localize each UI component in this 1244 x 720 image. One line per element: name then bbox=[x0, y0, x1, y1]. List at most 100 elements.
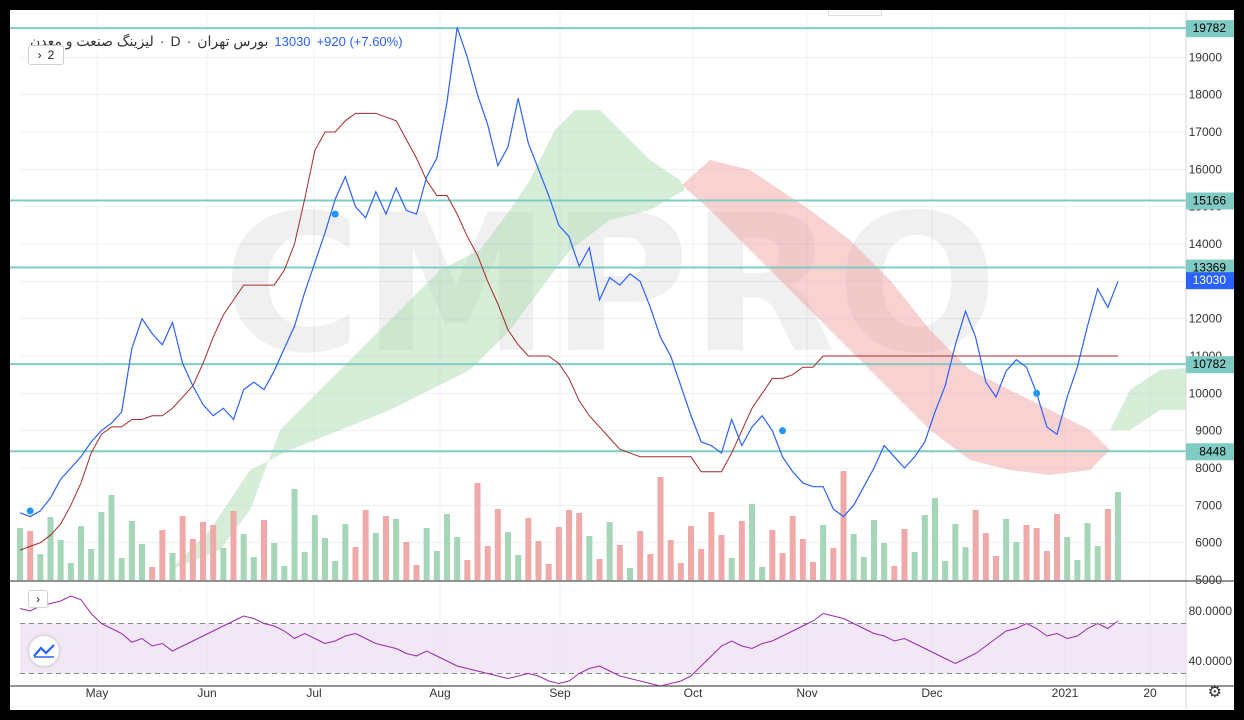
volume-bar bbox=[840, 471, 847, 580]
volume-bar bbox=[891, 566, 898, 580]
level-label: 10782 bbox=[1193, 357, 1227, 371]
volume-bar bbox=[108, 495, 115, 580]
legend-exchange: بورس تهران bbox=[197, 32, 269, 49]
volume-bar bbox=[688, 526, 694, 580]
x-tick-label: Sep bbox=[549, 686, 571, 700]
volume-bar bbox=[444, 514, 450, 580]
volume-bar bbox=[647, 554, 654, 580]
volume-bar bbox=[850, 534, 857, 580]
volume-bar bbox=[1064, 537, 1071, 580]
volume-bar bbox=[118, 558, 125, 580]
y-tick-label: 9000 bbox=[1195, 424, 1222, 438]
chart-svg: CMPRO19000180001700016000150001400013000… bbox=[10, 10, 1234, 710]
volume-bar bbox=[149, 567, 156, 580]
volume-bar bbox=[250, 557, 257, 580]
volume-bar bbox=[555, 527, 562, 580]
y-tick-label: 10000 bbox=[1189, 386, 1223, 400]
volume-bar bbox=[372, 533, 379, 580]
y-tick-label: 12000 bbox=[1189, 312, 1223, 326]
rsi-line bbox=[19, 595, 1119, 687]
x-tick-label: May bbox=[86, 686, 109, 700]
volume-bar bbox=[769, 530, 776, 580]
level-label-bg bbox=[1186, 443, 1234, 461]
volume-bar bbox=[1094, 546, 1101, 580]
volume-bar bbox=[139, 544, 145, 580]
volume-bar bbox=[220, 548, 227, 580]
volume-bar bbox=[667, 540, 674, 580]
collapse-indicators-button[interactable]: › 2 bbox=[28, 45, 64, 65]
volume-bar bbox=[525, 518, 532, 580]
volume-bar bbox=[474, 483, 481, 580]
ichimoku-cloud bbox=[120, 110, 1186, 580]
volume-bar bbox=[393, 519, 400, 580]
level-label: 19782 bbox=[1193, 21, 1227, 35]
rsi-pane: 80.0000 40.0000 bbox=[19, 595, 1233, 687]
volume-bar bbox=[301, 552, 308, 580]
volume-bar bbox=[454, 537, 461, 580]
volume-bars bbox=[17, 471, 1121, 580]
volume-bar bbox=[1115, 492, 1121, 580]
series-line-price bbox=[19, 27, 1119, 518]
tradingview-logo-icon[interactable] bbox=[29, 636, 59, 666]
volume-bar bbox=[403, 542, 410, 580]
level-label-bg bbox=[1186, 356, 1234, 374]
volume-bar bbox=[708, 512, 715, 580]
volume-bar bbox=[616, 545, 623, 580]
cloud-bearish bbox=[682, 160, 1110, 475]
volume-bar bbox=[98, 512, 105, 580]
volume-bar bbox=[830, 548, 837, 580]
volume-bar bbox=[1013, 542, 1020, 580]
volume-bar bbox=[972, 510, 979, 580]
volume-bar bbox=[606, 522, 613, 580]
volume-bar bbox=[1033, 528, 1040, 580]
volume-bar bbox=[291, 489, 298, 580]
signal-dot bbox=[26, 507, 34, 515]
x-tick-label: Dec bbox=[921, 686, 942, 700]
level-label: 8448 bbox=[1199, 444, 1226, 458]
volume-bar bbox=[932, 498, 938, 580]
volume-bar bbox=[627, 568, 633, 580]
volume-bar bbox=[1074, 560, 1081, 580]
volume-bar bbox=[637, 531, 644, 580]
volume-bar bbox=[657, 477, 664, 580]
volume-bar bbox=[749, 504, 755, 580]
rsi-tick-label: 80.0000 bbox=[1189, 604, 1233, 618]
volume-bar bbox=[159, 530, 166, 580]
volume-bar bbox=[230, 511, 237, 580]
volume-bar bbox=[545, 564, 552, 580]
volume-bar bbox=[17, 528, 23, 580]
level-label: 13369 bbox=[1193, 261, 1227, 275]
legend-separator-2: · bbox=[186, 33, 192, 49]
rsi-band bbox=[20, 623, 1186, 674]
cloud-bullish bbox=[120, 110, 685, 580]
legend-interval[interactable]: D bbox=[170, 33, 181, 49]
volume-bar bbox=[698, 549, 705, 580]
y-tick-label: 18000 bbox=[1189, 88, 1223, 102]
y-tick-label: 5000 bbox=[1195, 573, 1222, 587]
volume-bar bbox=[57, 540, 64, 580]
volume-bar bbox=[271, 543, 278, 580]
volume-bar bbox=[78, 526, 84, 580]
volume-bar bbox=[993, 556, 999, 580]
volume-bar bbox=[433, 551, 440, 580]
rsi-toggle-button[interactable]: › bbox=[28, 590, 48, 608]
last-price-bg bbox=[1186, 272, 1234, 290]
x-tick-label: Nov bbox=[796, 686, 817, 700]
legend-change: +920 (+7.60%) bbox=[316, 33, 403, 49]
chevron-right-icon: › bbox=[36, 592, 40, 606]
top-handle[interactable] bbox=[828, 10, 882, 16]
level-label-bg bbox=[1186, 20, 1234, 38]
volume-bar bbox=[37, 554, 44, 580]
volume-bar bbox=[261, 520, 267, 580]
volume-bar bbox=[982, 533, 989, 580]
volume-bar bbox=[362, 510, 369, 580]
volume-bar bbox=[779, 553, 786, 580]
volume-bar bbox=[728, 558, 735, 580]
settings-gear-icon[interactable]: ⚙ bbox=[1207, 684, 1222, 701]
volume-bar bbox=[1023, 525, 1030, 580]
volume-bar bbox=[332, 561, 339, 580]
volume-bar bbox=[515, 555, 522, 580]
volume-bar bbox=[494, 509, 501, 580]
y-tick-label: 19000 bbox=[1189, 50, 1223, 64]
volume-bar bbox=[423, 528, 430, 580]
